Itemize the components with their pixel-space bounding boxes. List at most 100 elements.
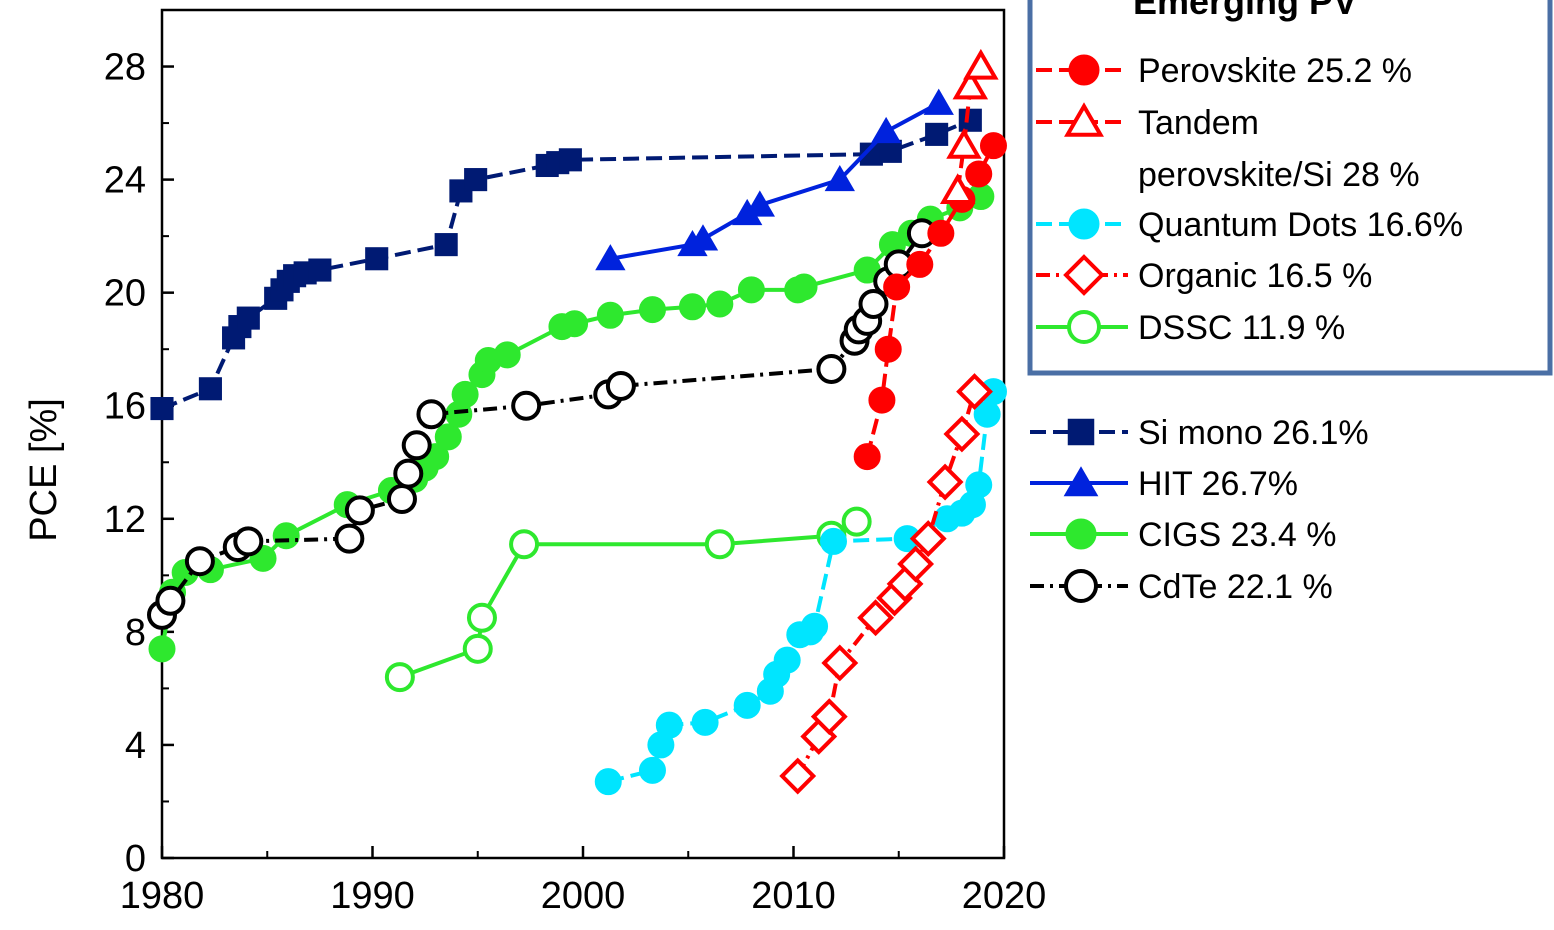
legend-layer: Perovskite 25.2 % Tandem perovskite/Si 28 … [1030, 52, 1463, 606]
data-point [810, 698, 848, 736]
data-point [451, 380, 479, 408]
data-point [952, 68, 989, 100]
y-tick-label: 0 [125, 838, 146, 880]
y-tick-label: 12 [104, 499, 146, 541]
data-point [874, 335, 902, 363]
emerging-pv-legend-box [1027, 0, 1553, 376]
x-tick-label: 2000 [541, 875, 626, 917]
data-point [150, 397, 174, 421]
data-point [344, 495, 375, 526]
legend-label: Perovskite 25.2 % [1138, 52, 1412, 90]
data-point [393, 458, 424, 489]
data-point [466, 602, 497, 633]
data-point [655, 711, 683, 739]
data-point [926, 463, 964, 501]
series-hit-26-7 [595, 88, 954, 271]
legend-label: CdTe 22.1 % [1138, 568, 1333, 606]
data-point [737, 276, 765, 304]
legend-marker [1064, 569, 1098, 603]
legend-entry-perovskite-25-2: Perovskite 25.2 % [1036, 52, 1412, 90]
y-tick-label: 24 [104, 160, 146, 202]
data-point [704, 529, 735, 560]
y-axis-title: PCE [%] [23, 398, 65, 542]
y-tick-label: 28 [104, 47, 146, 89]
data-point [384, 662, 415, 693]
legend-marker [1063, 466, 1099, 497]
x-tick-label: 2020 [962, 875, 1047, 917]
legend-entry-cigs-23-4: CIGS 23.4 % [1030, 516, 1336, 554]
data-point [979, 132, 1007, 160]
data-point [605, 370, 636, 401]
data-point [878, 139, 902, 163]
data-point [943, 415, 981, 453]
legend-marker [1068, 208, 1100, 240]
legend-entry-cdte-22-1: CdTe 22.1 % [1030, 568, 1333, 606]
series-tandem-perovskite-si-28 [939, 48, 999, 204]
data-point [155, 585, 186, 616]
data-point [858, 288, 889, 319]
legend-label: Si mono 26.1% [1138, 414, 1369, 452]
legend-marker [1064, 102, 1104, 137]
data-point [691, 708, 719, 736]
y-tick-label: 16 [104, 386, 146, 428]
legend-entry-si-mono-26-1: Si mono 26.1% [1030, 414, 1369, 452]
legend-marker [1065, 518, 1097, 550]
legend-label: Quantum Dots 16.6% [1138, 206, 1463, 244]
data-point [233, 526, 264, 557]
data-point [965, 160, 993, 188]
axis-ticks: 1980 1990 2000 2010 2020 0 4 8 12 16 20 24 28 [104, 47, 1047, 917]
data-point [868, 386, 896, 414]
legend-entry-dssc-11-9: DSSC 11.9 % [1036, 309, 1345, 347]
data-point [434, 423, 462, 451]
data-point [965, 471, 993, 499]
data-point [595, 244, 626, 271]
data-point [897, 545, 935, 583]
data-point [925, 122, 949, 146]
data-point [956, 373, 993, 411]
legend-entry-organic-16-5: Organic 16.5 % [1036, 254, 1372, 296]
data-point [706, 290, 734, 318]
data-point [779, 757, 817, 795]
data-point [790, 273, 818, 301]
legend-label-line-2: perovskite/Si 28 % [1138, 156, 1420, 194]
legend-marker [1067, 418, 1095, 446]
data-point [678, 293, 706, 321]
legend-marker [1067, 310, 1101, 344]
data-point [148, 635, 176, 663]
data-point [819, 527, 847, 555]
data-point [558, 148, 582, 172]
legend-marker [1068, 54, 1100, 86]
data-point [958, 108, 982, 132]
data-point [386, 484, 417, 515]
x-tick-label: 1990 [330, 875, 415, 917]
data-point [561, 310, 589, 338]
data-point [927, 219, 955, 247]
data-point [509, 529, 540, 560]
x-tick-label: 1980 [120, 875, 205, 917]
legend-label: Organic 16.5 % [1138, 257, 1372, 295]
legend-group-title: Emerging PV [1133, 0, 1357, 22]
data-point [236, 306, 260, 330]
series-quantum-dots-16-6 [594, 378, 1007, 796]
data-point [464, 168, 488, 192]
data-point [638, 756, 666, 784]
data-point [939, 173, 976, 204]
data-point [857, 599, 895, 637]
data-point [923, 88, 954, 115]
data-point [853, 443, 881, 471]
x-tick-label: 2010 [751, 875, 836, 917]
data-point [434, 233, 458, 257]
legend-entry-quantum-dots-16-6: Quantum Dots 16.6% [1036, 206, 1463, 244]
series-layer [147, 48, 1007, 796]
data-point [493, 341, 521, 369]
legend-marker [1063, 254, 1105, 296]
data-point [909, 520, 947, 558]
data-point [334, 523, 365, 554]
data-point [596, 301, 624, 329]
data-point [733, 691, 761, 719]
legend-entry-hit-26-7: HIT 26.7% [1030, 465, 1298, 503]
data-point [773, 646, 801, 674]
data-point [401, 430, 432, 461]
legend-label-line-1: Tandem [1138, 104, 1259, 142]
data-point [308, 258, 332, 282]
